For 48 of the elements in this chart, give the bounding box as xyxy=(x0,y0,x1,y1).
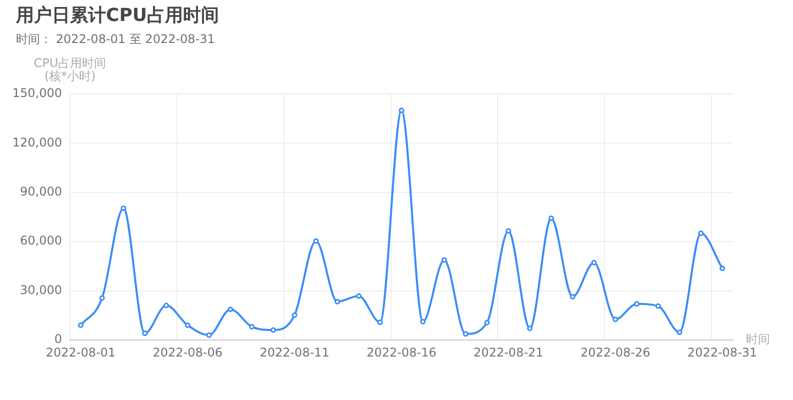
point xyxy=(120,206,126,212)
x-tick-label: 2022-08-16 xyxy=(366,345,436,360)
point xyxy=(698,230,704,236)
point xyxy=(591,260,597,266)
point xyxy=(142,330,148,336)
y-tick-label: 120,000 xyxy=(12,135,62,150)
y-tick-label: 0 xyxy=(54,332,62,346)
point xyxy=(720,266,726,272)
point xyxy=(484,320,490,326)
point xyxy=(356,293,362,299)
point xyxy=(442,257,448,263)
point xyxy=(398,108,404,114)
x-tick-label: 2022-08-31 xyxy=(687,345,758,360)
x-tick-label: 2022-08-11 xyxy=(260,345,330,360)
chart-subtitle: 时间： 2022-08-01 至 2022-08-31 xyxy=(16,31,215,48)
x-tick-label: 2022-08-26 xyxy=(580,345,650,360)
y-axis-title: CPU占用时间 (核*小时) xyxy=(32,56,108,83)
point xyxy=(548,216,554,222)
point xyxy=(270,327,276,333)
x-tick-label: 2022-08-21 xyxy=(474,345,544,360)
y-tick-label: 90,000 xyxy=(20,184,62,199)
x-axis-title: 时间 xyxy=(746,331,770,348)
point xyxy=(78,322,84,328)
point xyxy=(570,294,576,300)
y-tick-label: 60,000 xyxy=(20,234,62,248)
point xyxy=(612,316,618,322)
point xyxy=(249,324,255,330)
point xyxy=(99,295,105,301)
point xyxy=(506,228,512,234)
point xyxy=(313,238,319,244)
point xyxy=(334,298,340,304)
chart-title: 用户日累计CPU占用时间 xyxy=(16,4,220,27)
point xyxy=(420,318,426,324)
y-tick-label: 150,000 xyxy=(12,86,62,100)
point xyxy=(377,320,383,326)
point xyxy=(228,306,234,312)
point xyxy=(292,312,298,318)
x-tick-label: 2022-08-01 xyxy=(46,345,116,360)
point xyxy=(462,331,468,337)
y-tick-label: 30,000 xyxy=(20,282,62,297)
point xyxy=(206,332,212,338)
point xyxy=(184,322,190,328)
point xyxy=(676,330,682,336)
point xyxy=(527,326,533,332)
point xyxy=(655,303,661,309)
point xyxy=(163,302,169,308)
point xyxy=(634,301,640,307)
x-tick-label: 2022-08-06 xyxy=(152,345,223,360)
